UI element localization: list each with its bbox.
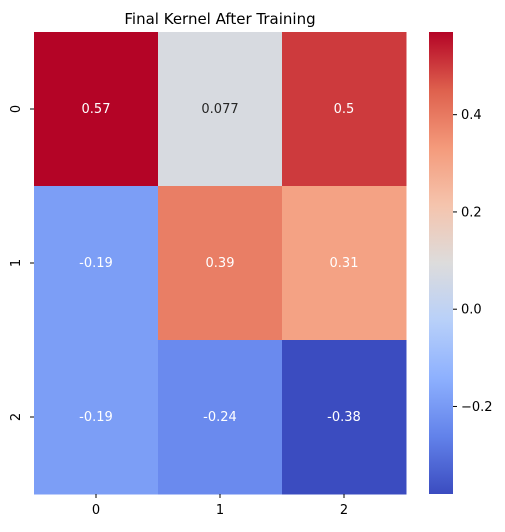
colorbar-tick-label: 0.4 [461, 108, 482, 123]
y-tick-label: 2 [9, 413, 24, 421]
cell-value-label: 0.57 [82, 102, 111, 117]
cell-value-label: 0.39 [206, 256, 235, 271]
x-tick-label: 0 [92, 503, 100, 518]
colorbar-gradient [429, 32, 453, 494]
heatmap-cell [158, 340, 283, 495]
y-tick-label: 0 [9, 105, 24, 113]
chart-title: Final Kernel After Training [124, 10, 315, 28]
cell-value-label: 0.31 [330, 256, 359, 271]
heatmap-cell-labels: 0.57 0.077 0.5 -0.19 0.39 0.31 -0.19 -0.24 -0.38 [79, 102, 361, 425]
cell-value-label: -0.38 [327, 410, 361, 425]
cell-value-label: -0.19 [79, 256, 113, 271]
heatmap-cell [34, 186, 159, 341]
heatmap-cell [282, 32, 407, 187]
x-tick-label: 2 [340, 503, 348, 518]
y-tick-label: 1 [9, 259, 24, 267]
heatmap-cell [34, 340, 159, 495]
x-axis: 0 1 2 [92, 494, 348, 518]
heatmap-cell [158, 186, 283, 341]
cell-value-label: 0.5 [334, 102, 355, 117]
heatmap-cell [158, 32, 283, 187]
y-axis: 0 1 2 [9, 105, 34, 421]
cell-value-label: -0.19 [79, 410, 113, 425]
colorbar-tick-label: 0.2 [461, 205, 482, 220]
heatmap-cell [282, 186, 407, 341]
heatmap-cell [282, 340, 407, 495]
colorbar-tick-label: 0.0 [461, 303, 482, 318]
heatmap-cells [34, 32, 407, 495]
cell-value-label: 0.077 [201, 102, 238, 117]
heatmap-cell [34, 32, 159, 187]
x-tick-label: 1 [216, 503, 224, 518]
cell-value-label: -0.24 [203, 410, 237, 425]
colorbar: −0.2 0.0 0.2 0.4 [429, 32, 493, 494]
colorbar-tick-label: −0.2 [461, 400, 493, 415]
